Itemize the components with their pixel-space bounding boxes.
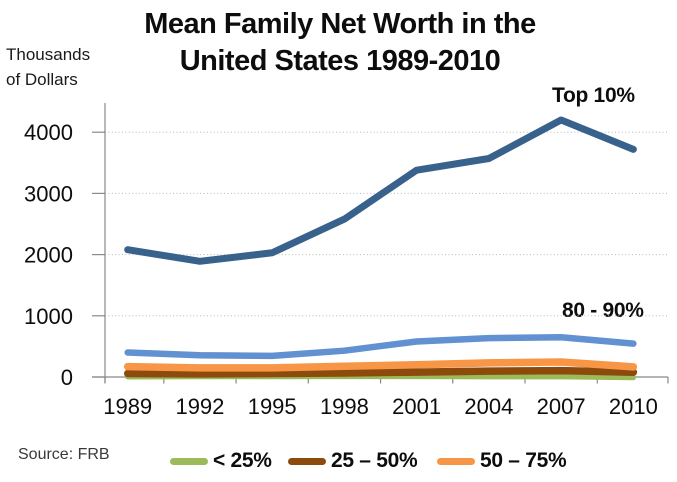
legend-label-25-50: 25 – 50% xyxy=(331,449,418,472)
series-line-50-75 xyxy=(123,358,638,372)
legend-label-lt25: < 25% xyxy=(213,449,272,472)
x-tick-label: 1992 xyxy=(175,394,224,419)
legend-swatch-50-75-icon xyxy=(437,457,475,465)
series-annotation-80-90: 80 - 90% xyxy=(562,299,644,322)
x-tick-label: 1998 xyxy=(320,394,369,419)
legend-swatch-25-50-icon xyxy=(288,457,326,465)
x-tick-label: 1989 xyxy=(103,394,152,419)
y-tick-label: 0 xyxy=(61,365,73,390)
chart-title: Mean Family Net Worth in the United Stat… xyxy=(60,6,620,80)
x-tick-label: 2010 xyxy=(609,394,658,419)
legend-item-lt25: < 25% xyxy=(170,449,272,473)
x-tick-label: 2007 xyxy=(537,394,586,419)
legend-label-50-75: 50 – 75% xyxy=(480,449,567,472)
series-line-80-90 xyxy=(124,333,637,360)
y-axis-label: Thousands of Dollars xyxy=(6,42,126,92)
y-tick-label: 4000 xyxy=(24,120,73,145)
legend-item-25-50: 25 – 50% xyxy=(288,449,418,473)
legend-item-50-75: 50 – 75% xyxy=(437,449,567,473)
x-tick-label: 1995 xyxy=(248,394,297,419)
y-tick-label: 3000 xyxy=(24,181,73,206)
series-annotation-top10: Top 10% xyxy=(552,84,635,107)
legend: < 25% 25 – 50% 50 – 75% xyxy=(0,443,677,477)
chart-title-line2: United States 1989-2010 xyxy=(179,45,501,77)
chart-title-line1: Mean Family Net Worth in the xyxy=(144,8,536,40)
series-line-top-10 xyxy=(124,116,637,265)
y-axis-label-line2: of Dollars xyxy=(6,70,78,89)
x-tick-label: 2004 xyxy=(464,394,513,419)
series-line-25-50 xyxy=(123,366,638,378)
source-note: Source: FRB xyxy=(18,446,110,463)
y-axis-label-line1: Thousands xyxy=(6,45,91,64)
legend-swatch-lt25-icon xyxy=(170,457,208,465)
y-tick-label: 1000 xyxy=(24,304,73,329)
y-tick-label: 2000 xyxy=(24,243,73,268)
x-tick-label: 2001 xyxy=(392,394,441,419)
